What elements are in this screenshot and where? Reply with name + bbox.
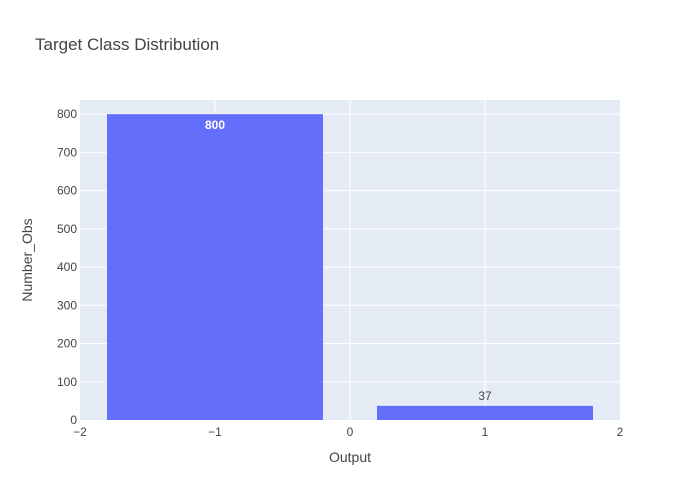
chart-title: Target Class Distribution <box>35 35 219 54</box>
x-axis-title: Output <box>329 449 371 465</box>
x-tick-label: −2 <box>73 425 87 439</box>
y-tick-label: 300 <box>57 298 77 312</box>
y-tick-label: 600 <box>57 184 77 198</box>
y-tick-label: 0 <box>70 413 77 427</box>
x-tick-label: 2 <box>617 425 624 439</box>
y-axis-title: Number_Obs <box>19 218 35 301</box>
y-tick-label: 100 <box>57 375 77 389</box>
y-tick-label: 800 <box>57 107 77 121</box>
y-tick-label: 500 <box>57 222 77 236</box>
y-tick-label: 700 <box>57 145 77 159</box>
x-axis-ticks: −2 −1 0 1 2 <box>73 425 624 439</box>
y-axis-ticks: 0 100 200 300 400 500 600 700 800 <box>57 107 77 427</box>
bar <box>107 114 323 421</box>
y-tick-label: 400 <box>57 260 77 274</box>
bars <box>107 114 593 421</box>
y-tick-label: 200 <box>57 337 77 351</box>
x-tick-label: −1 <box>208 425 222 439</box>
bar-value-label: 37 <box>478 389 492 403</box>
x-tick-label: 1 <box>482 425 489 439</box>
bar <box>377 405 593 420</box>
bar-data-labels: 800 37 <box>205 118 492 403</box>
bar-value-label: 800 <box>205 118 225 132</box>
x-tick-label: 0 <box>347 425 354 439</box>
